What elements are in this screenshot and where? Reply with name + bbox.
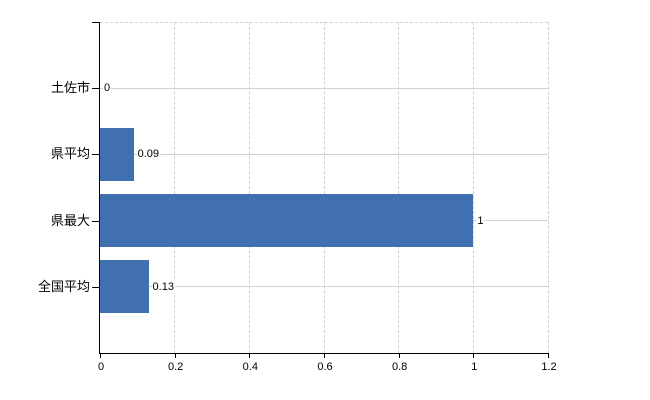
vertical-gridline: [398, 22, 400, 353]
x-axis-tick: [100, 353, 101, 358]
x-axis-tick: [548, 353, 549, 358]
x-axis-line: [99, 352, 548, 354]
bar-全国平均: [100, 260, 149, 314]
bar-県平均: [100, 127, 134, 181]
x-tick-label: 0.4: [242, 361, 258, 373]
x-tick-label: 0: [97, 361, 105, 373]
value-label: 0: [103, 81, 112, 96]
vertical-gridline: [248, 22, 250, 353]
x-axis-tick: [324, 353, 325, 358]
horizontal-gridline: [100, 153, 548, 155]
y-axis-line: [99, 22, 100, 354]
y-axis-tick: [92, 286, 99, 288]
y-axis-tick: [92, 154, 99, 156]
category-label: 県最大: [50, 212, 90, 228]
plot-area: 0 0.09 1 0.13: [100, 22, 549, 353]
x-tick-label: 0.2: [168, 361, 184, 373]
vertical-gridline: [323, 22, 325, 353]
horizontal-gridline: [100, 87, 548, 89]
x-axis-tick: [249, 353, 251, 358]
vertical-gridline: [547, 22, 549, 353]
value-label: 0.13: [151, 279, 175, 294]
bar-県最大: [100, 194, 474, 248]
x-tick-label: 0.6: [317, 361, 333, 373]
horizontal-gridline: [100, 286, 548, 288]
value-label: 1: [476, 213, 485, 228]
y-axis-tick: [92, 220, 99, 222]
vertical-gridline: [472, 22, 474, 353]
category-label: 全国平均: [37, 278, 90, 294]
y-axis-tick: [92, 22, 99, 23]
category-label: 土佐市: [50, 80, 90, 96]
category-label: 県平均: [50, 146, 90, 162]
y-axis-tick: [92, 88, 99, 90]
x-axis-tick: [174, 353, 176, 358]
x-axis-tick: [473, 353, 475, 358]
vertical-gridline: [174, 22, 176, 353]
x-axis-tick: [398, 353, 400, 358]
x-tick-label: 1.2: [541, 361, 557, 373]
value-label: 0.09: [136, 147, 161, 162]
x-tick-label: 0.8: [392, 361, 408, 373]
x-tick-label: 1: [471, 361, 478, 373]
